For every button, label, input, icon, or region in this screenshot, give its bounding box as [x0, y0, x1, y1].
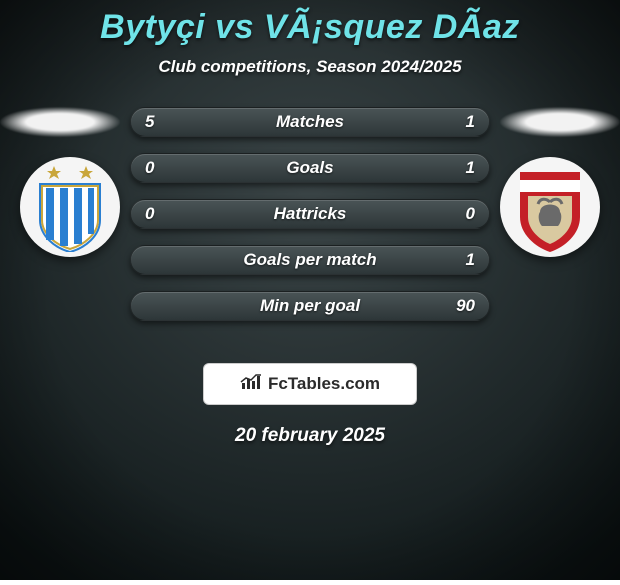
main-row: 5 Matches 1 0 Goals 1 0 Hattricks 0 Goals per mat…: [0, 107, 620, 347]
stat-label: Hattricks: [274, 204, 347, 224]
team-right-badge: [500, 157, 600, 257]
date-label: 20 february 2025: [0, 425, 620, 447]
page-title: Bytyçi vs VÃ¡squez DÃ­az: [0, 0, 620, 47]
stat-value-right: 1: [466, 158, 475, 178]
team-left-badge: [20, 157, 120, 257]
stat-label: Matches: [276, 112, 344, 132]
stat-row: 5 Matches 1: [130, 107, 490, 137]
stat-value-right: 0: [466, 204, 475, 224]
stat-row: 0 Goals 1: [130, 153, 490, 183]
page-subtitle: Club competitions, Season 2024/2025: [0, 57, 620, 77]
skenderbeu-crest-icon: [510, 162, 590, 252]
stat-row: Goals per match 1: [130, 245, 490, 275]
stat-value-right: 1: [466, 250, 475, 270]
stats-panel: 5 Matches 1 0 Goals 1 0 Hattricks 0 Goals per mat…: [130, 107, 490, 337]
spotlight-right: [500, 107, 620, 137]
content: Bytyçi vs VÃ¡squez DÃ­az Club competitio…: [0, 0, 620, 580]
stat-label: Min per goal: [260, 296, 360, 316]
stat-label: Goals: [286, 158, 333, 178]
stat-value-right: 1: [466, 112, 475, 132]
spotlight-left: [0, 107, 120, 137]
team-right-badge-disc: [500, 157, 600, 257]
stat-value-left: 5: [145, 112, 154, 132]
stat-row: Min per goal 90: [130, 291, 490, 321]
stat-label: Goals per match: [243, 250, 376, 270]
team-left-badge-disc: [20, 157, 120, 257]
footer-attribution[interactable]: FcTables.com: [203, 363, 417, 405]
stat-value-right: 90: [456, 296, 475, 316]
stat-value-left: 0: [145, 158, 154, 178]
stat-value-left: 0: [145, 204, 154, 224]
stat-row: 0 Hattricks 0: [130, 199, 490, 229]
footer-text: FcTables.com: [268, 374, 380, 394]
bar-chart-icon: [240, 373, 262, 396]
tirana-crest-icon: [30, 162, 110, 252]
